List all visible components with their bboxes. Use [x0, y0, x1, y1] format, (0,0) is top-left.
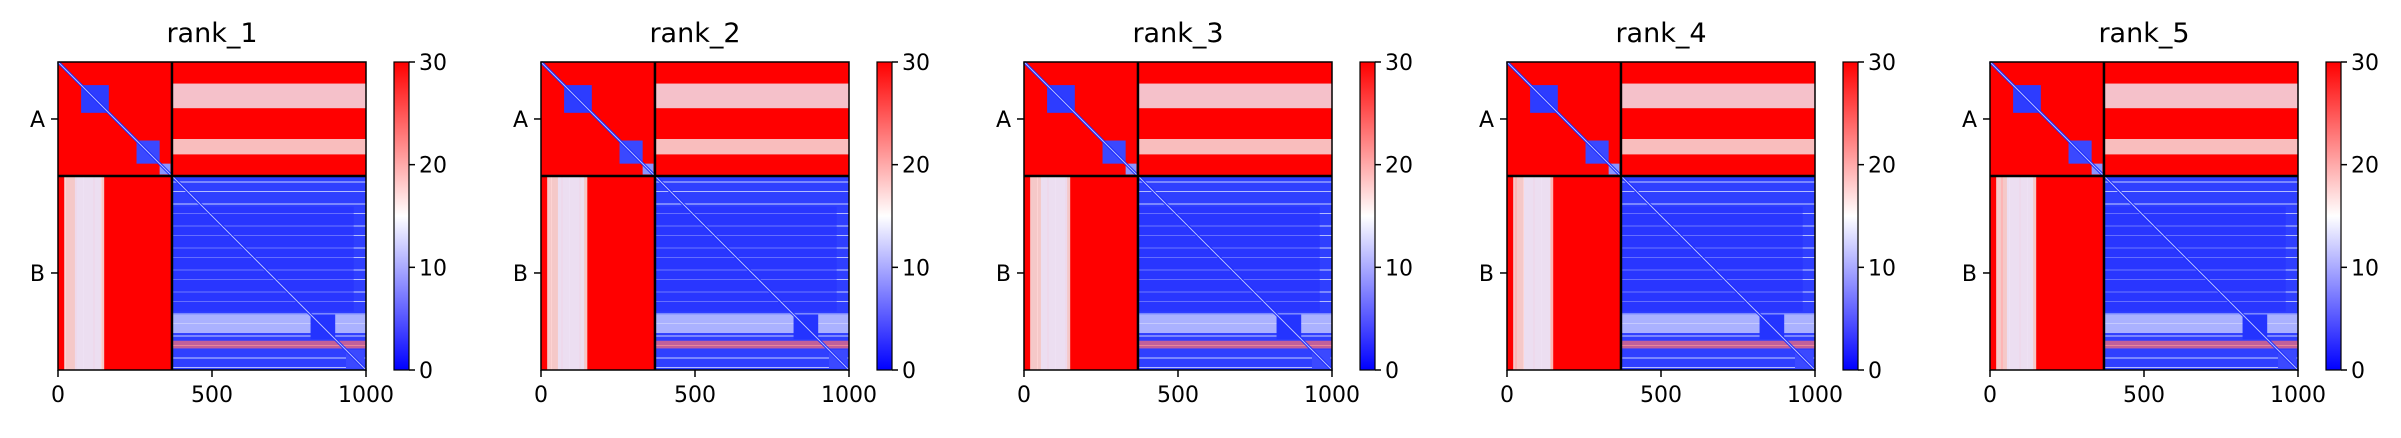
x-tick-label: 0 [51, 383, 65, 408]
block-b-b-core [1137, 206, 1320, 312]
colorbar-tick-label: 0 [1385, 359, 1399, 384]
colorbar-tick-label: 30 [1385, 51, 1413, 76]
x-tick-label: 1000 [338, 383, 394, 408]
colorbar-tick-label: 30 [902, 51, 930, 76]
block-b-a-streaks-2 [171, 139, 366, 155]
colorbar-tick-label: 10 [902, 256, 930, 281]
colorbar-tick-label: 10 [1385, 256, 1413, 281]
x-tick-label: 0 [1017, 383, 1031, 408]
x-tick-label: 1000 [2270, 383, 2326, 408]
panel-title: rank_3 [1132, 18, 1223, 49]
block-b-b-band-red [1620, 340, 1815, 349]
block-b-b-band [1620, 314, 1815, 334]
colorbar-tick-label: 20 [1868, 154, 1896, 179]
block-b-a-streaks-2 [1137, 139, 1332, 155]
diagonal-highlight [1506, 61, 1816, 371]
block-b-a-streaks [171, 83, 366, 109]
pae-panel-3: rank_3 A B 0 500 1000 0 10 20 30 [996, 18, 1413, 408]
block-b-b-band-red [1137, 340, 1332, 349]
colorbar-tick-label: 10 [1868, 256, 1896, 281]
colorbar-tick-label: 0 [1868, 359, 1882, 384]
colorbar-tick-label: 10 [419, 256, 447, 281]
y-tick-label: B [1479, 262, 1494, 287]
colorbar [393, 61, 410, 371]
panel-title: rank_2 [649, 18, 740, 49]
x-tick-label: 500 [191, 383, 233, 408]
block-b-b-core [2103, 206, 2286, 312]
colorbar-tick-label: 30 [419, 51, 447, 76]
block-b-b-band-red [2103, 340, 2298, 349]
y-tick-label: A [513, 108, 528, 133]
block-b-b-band [171, 314, 366, 334]
panel-title: rank_5 [2098, 18, 2189, 49]
block-b-b-core [1620, 206, 1803, 312]
diagonal-highlight [1989, 61, 2299, 371]
block-b-b-band [1137, 314, 1332, 334]
block-b-b-band-red [654, 340, 849, 349]
x-tick-label: 1000 [1787, 383, 1843, 408]
block-b-a-streaks [1620, 83, 1815, 109]
diagonal-highlight [1023, 61, 1333, 371]
block-b-b-band-red [171, 340, 366, 349]
colorbar-tick-label: 20 [1385, 154, 1413, 179]
block-b-a-streaks-2 [654, 139, 849, 155]
colorbar [876, 61, 893, 371]
pae-panel-2: rank_2 A B 0 500 1000 0 10 20 30 [513, 18, 930, 408]
diagonal-highlight [57, 61, 367, 371]
x-tick-label: 500 [1640, 383, 1682, 408]
x-tick-label: 0 [534, 383, 548, 408]
pae-panel-1: rank_1 A B 0 500 1000 0 10 20 30 [30, 18, 447, 408]
block-b-a-streaks [2103, 83, 2298, 109]
block-b-a-streaks-2 [2103, 139, 2298, 155]
y-tick-label: A [1962, 108, 1977, 133]
y-tick-label: B [996, 262, 1011, 287]
y-tick-label: B [1962, 262, 1977, 287]
x-tick-label: 0 [1500, 383, 1514, 408]
y-tick-label: A [1479, 108, 1494, 133]
colorbar-tick-label: 0 [419, 359, 433, 384]
block-a-b-core [557, 175, 585, 370]
block-b-b-core [171, 206, 354, 312]
block-b-b-band [2103, 314, 2298, 334]
diagonal-highlight [540, 61, 850, 371]
x-tick-label: 1000 [1304, 383, 1360, 408]
colorbar-tick-label: 0 [902, 359, 916, 384]
colorbar-tick-label: 20 [419, 154, 447, 179]
colorbar [2325, 61, 2342, 371]
x-tick-label: 0 [1983, 383, 1997, 408]
pae-panel-5: rank_5 A B 0 500 1000 0 10 20 30 [1962, 18, 2379, 408]
colorbar-tick-label: 20 [902, 154, 930, 179]
x-tick-label: 500 [1157, 383, 1199, 408]
colorbar-tick-label: 30 [2351, 51, 2379, 76]
block-b-b-core [654, 206, 837, 312]
block-a-b-core [2006, 175, 2034, 370]
block-b-b-band [654, 314, 849, 334]
colorbar-tick-label: 30 [1868, 51, 1896, 76]
x-tick-label: 500 [2123, 383, 2165, 408]
x-tick-label: 1000 [821, 383, 877, 408]
y-tick-label: A [996, 108, 1011, 133]
colorbar [1359, 61, 1376, 371]
colorbar-tick-label: 20 [2351, 154, 2379, 179]
panel-title: rank_1 [166, 18, 257, 49]
block-a-b-core [74, 175, 102, 370]
block-b-a-streaks [654, 83, 849, 109]
block-b-a-streaks-2 [1620, 139, 1815, 155]
block-a-b-core [1040, 175, 1068, 370]
block-b-a-streaks [1137, 83, 1332, 109]
colorbar-tick-label: 10 [2351, 256, 2379, 281]
y-tick-label: A [30, 108, 45, 133]
colorbar [1842, 61, 1859, 371]
x-tick-label: 500 [674, 383, 716, 408]
panel-title: rank_4 [1615, 18, 1706, 49]
pae-panel-4: rank_4 A B 0 500 1000 0 10 20 30 [1479, 18, 1896, 408]
y-tick-label: B [30, 262, 45, 287]
block-a-b-core [1523, 175, 1551, 370]
y-tick-label: B [513, 262, 528, 287]
colorbar-tick-label: 0 [2351, 359, 2365, 384]
